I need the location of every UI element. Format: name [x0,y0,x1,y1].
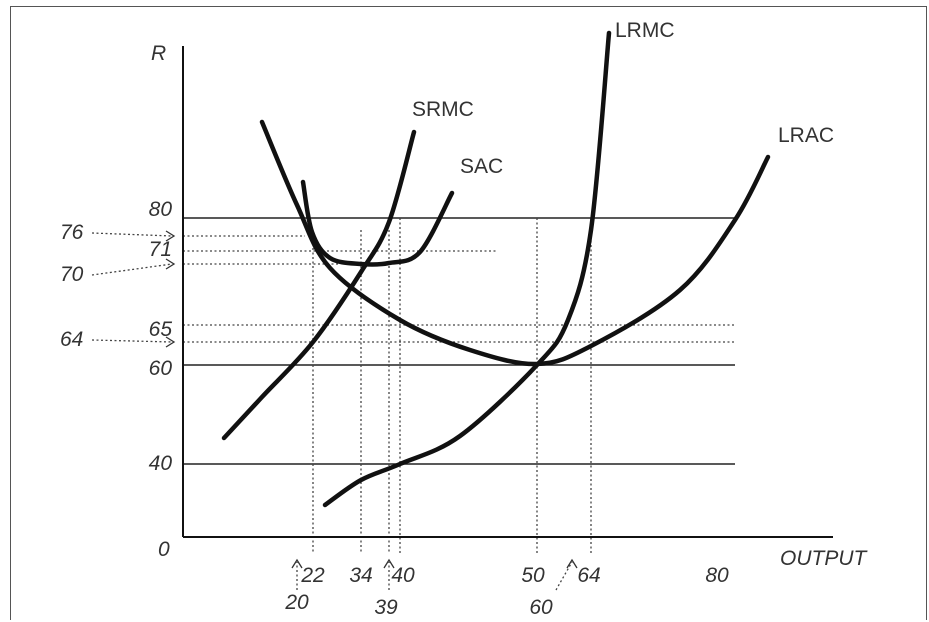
lrac-label: LRAC [778,124,834,147]
sac-label: SAC [460,155,503,178]
lrmc-label: LRMC [615,19,675,42]
x-tick-80: 80 [705,564,729,587]
lrmc-curve [322,30,612,508]
x-tick-22: 22 [300,564,325,587]
x-arrowhead-39 [383,558,395,569]
sac-curve [300,179,455,267]
x-arrow-60 [555,561,573,591]
lrac-curve [259,119,771,367]
x-tick-40: 40 [391,564,415,587]
y-tick-60: 60 [149,357,173,380]
y-tick-71: 71 [149,238,172,261]
y-arrow-label-70: 70 [60,263,84,286]
y-arrow-label-76: 76 [60,221,84,244]
labels: SRMC SAC LRMC LRAC R OUTPUT 0 80 71 65 60 40 76 70 64 2… [60,19,869,619]
srmc-label: SRMC [412,98,474,121]
x-arrow-label-39: 39 [374,596,398,619]
y-arrow-label-64: 64 [60,328,83,351]
x-tick-50: 50 [521,564,545,587]
y-arrow-70 [91,263,173,276]
srmc-curve [221,129,417,441]
y-tick-40: 40 [149,452,173,475]
y-arrowhead-76 [165,230,176,242]
y-tick-80: 80 [149,198,173,221]
origin-label: 0 [158,538,170,561]
y-axis-title: R [151,42,166,65]
cost-curves [221,30,771,508]
x-tick-64: 64 [577,564,600,587]
y-arrowhead-64 [165,336,176,348]
y-tick-65: 65 [149,318,173,341]
axes [182,46,833,538]
y-arrowhead-70 [165,258,176,270]
y-arrow-76 [91,232,173,237]
reference-lines [183,217,735,553]
x-arrow-label-20: 20 [284,591,309,614]
x-axis-title: OUTPUT [780,547,869,570]
x-arrow-label-60: 60 [529,596,553,619]
x-arrowhead-20 [291,558,303,569]
x-tick-34: 34 [349,564,372,587]
chart-frame [10,6,927,620]
x-arrowhead-60 [566,558,578,569]
